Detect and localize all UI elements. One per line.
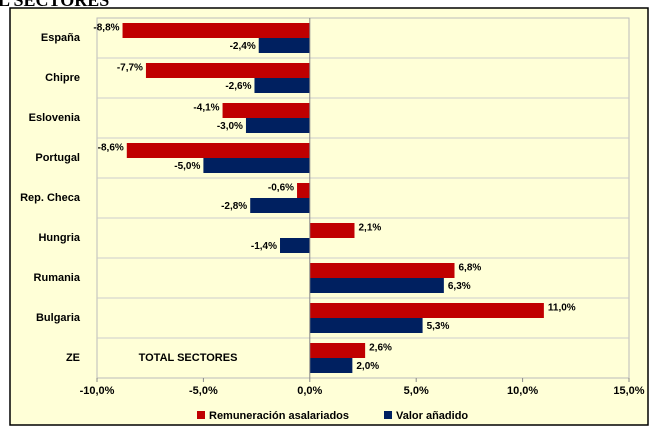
y-tick-label: Bulgaria xyxy=(36,312,81,324)
value-label: -3,0% xyxy=(217,121,243,132)
bar xyxy=(145,63,310,78)
y-tick-label: Hungria xyxy=(38,232,80,244)
value-label: -0,6% xyxy=(268,183,294,194)
value-label: -8,6% xyxy=(98,143,124,154)
bar xyxy=(254,78,310,93)
y-tick-label: Eslovenia xyxy=(29,112,81,124)
value-label: -2,6% xyxy=(225,81,251,92)
legend-label: Remuneración asalariados xyxy=(209,410,349,422)
value-label: 2,1% xyxy=(358,223,381,234)
bar xyxy=(309,223,355,238)
y-tick-label: España xyxy=(41,32,81,44)
bar xyxy=(203,158,310,173)
x-tick-label: 10,0% xyxy=(507,385,538,397)
legend-swatch xyxy=(384,411,392,419)
value-label: 2,6% xyxy=(369,343,392,354)
value-label: -4,1% xyxy=(193,103,219,114)
x-tick-label: 0,0% xyxy=(297,385,322,397)
bar xyxy=(309,318,423,333)
bar xyxy=(122,23,310,38)
bar xyxy=(309,343,366,358)
x-tick-label: 15,0% xyxy=(613,385,644,397)
y-tick-label: Rep. Checa xyxy=(20,192,81,204)
bar xyxy=(309,303,544,318)
bar xyxy=(297,183,310,198)
value-label: 2,0% xyxy=(356,361,379,372)
value-label: -8,8% xyxy=(93,23,119,34)
value-label: -2,4% xyxy=(230,41,256,52)
bar xyxy=(222,103,310,118)
value-label: -5,0% xyxy=(174,161,200,172)
value-label: -7,7% xyxy=(117,63,143,74)
x-tick-label: -5,0% xyxy=(189,385,218,397)
legend-swatch xyxy=(197,411,205,419)
bar xyxy=(309,358,353,373)
bar xyxy=(258,38,310,53)
y-tick-label: Rumania xyxy=(34,272,81,284)
bar xyxy=(309,278,444,293)
x-tick-label: 5,0% xyxy=(404,385,429,397)
bar xyxy=(280,238,310,253)
value-label: 5,3% xyxy=(427,321,450,332)
y-tick-label: Chipre xyxy=(45,72,80,84)
value-label: 6,8% xyxy=(459,263,482,274)
value-label: -2,8% xyxy=(221,201,247,212)
legend-label: Valor añadido xyxy=(396,410,468,422)
value-label: -1,4% xyxy=(251,241,277,252)
bar xyxy=(309,263,455,278)
value-label: 11,0% xyxy=(548,303,576,314)
bar xyxy=(245,118,310,133)
chart-title: L SECTORES xyxy=(0,0,109,10)
y-tick-label: ZE xyxy=(66,352,80,364)
y-tick-label: Portugal xyxy=(35,152,80,164)
bar xyxy=(126,143,310,158)
value-label: 6,3% xyxy=(448,281,471,292)
annotation: TOTAL SECTORES xyxy=(139,352,238,364)
x-tick-label: -10,0% xyxy=(80,385,115,397)
bar xyxy=(250,198,310,213)
